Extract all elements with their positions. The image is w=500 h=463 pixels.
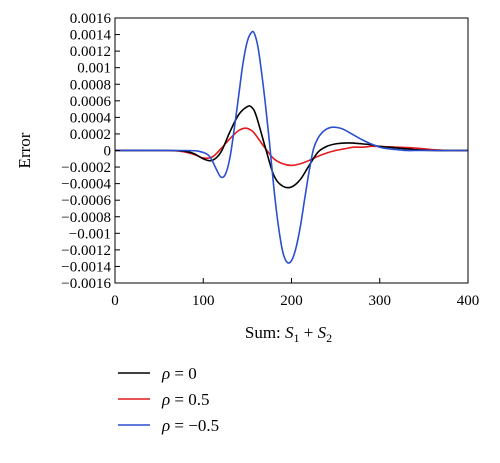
- y-tick-label: 0.0012: [70, 44, 111, 60]
- x-axis-title-plus: +: [300, 323, 318, 342]
- y-tick-label: −0.0006: [61, 193, 111, 209]
- x-axis-title: Sum: S1 + S2: [245, 323, 332, 345]
- y-tick-label: 0.0006: [70, 94, 112, 110]
- x-axis-title-s2: S: [318, 323, 327, 342]
- y-axis-title: Error: [15, 132, 34, 168]
- legend-label: ρ = 0.5: [161, 390, 210, 409]
- series-line: [114, 105, 468, 189]
- legend-label: ρ = −0.5: [161, 416, 219, 435]
- x-tick-label: 300: [369, 293, 392, 309]
- y-tick-label: −0.0008: [61, 210, 111, 226]
- series-line: [114, 30, 468, 264]
- x-tick-label: 100: [192, 293, 215, 309]
- x-tick-label: 200: [280, 293, 303, 309]
- y-tick-label: 0.0016: [70, 11, 112, 27]
- y-tick-label: −0.0002: [61, 160, 111, 176]
- x-axis-title-s1-sub: 1: [294, 331, 300, 345]
- x-axis-title-prefix: Sum:: [245, 323, 285, 342]
- legend-item: ρ = −0.5: [118, 416, 219, 435]
- y-tick-label: −0.0016: [61, 276, 111, 292]
- x-axis-title-s1: S: [285, 323, 294, 342]
- y-tick-label: 0.001: [77, 61, 111, 77]
- x-axis-title-s2-sub: 2: [326, 331, 332, 345]
- y-axis-ticks: 0.00160.00140.00120.0010.00080.00060.000…: [61, 11, 120, 292]
- x-axis-ticks: 0 100 200 300 400: [111, 278, 479, 309]
- legend-item: ρ = 0: [118, 364, 197, 383]
- y-tick-label: −0.0004: [61, 177, 111, 193]
- y-tick-label: 0.0004: [70, 110, 112, 126]
- plot-lines: [114, 30, 469, 264]
- y-tick-label: 0.0008: [70, 77, 111, 93]
- y-tick-label: −0.001: [69, 226, 111, 242]
- y-tick-label: 0.0014: [70, 28, 112, 44]
- x-tick-label: 400: [457, 293, 480, 309]
- y-tick-label: −0.0012: [61, 243, 111, 259]
- legend-item: ρ = 0.5: [118, 390, 210, 409]
- y-tick-label: 0: [104, 144, 112, 160]
- legend: ρ = 0 ρ = 0.5 ρ = −0.5: [118, 364, 219, 435]
- x-tick-label: 0: [111, 293, 119, 309]
- y-tick-label: −0.0014: [61, 259, 111, 275]
- y-tick-label: 0.0002: [70, 127, 111, 143]
- series-line: [114, 127, 469, 167]
- legend-label: ρ = 0: [161, 364, 197, 383]
